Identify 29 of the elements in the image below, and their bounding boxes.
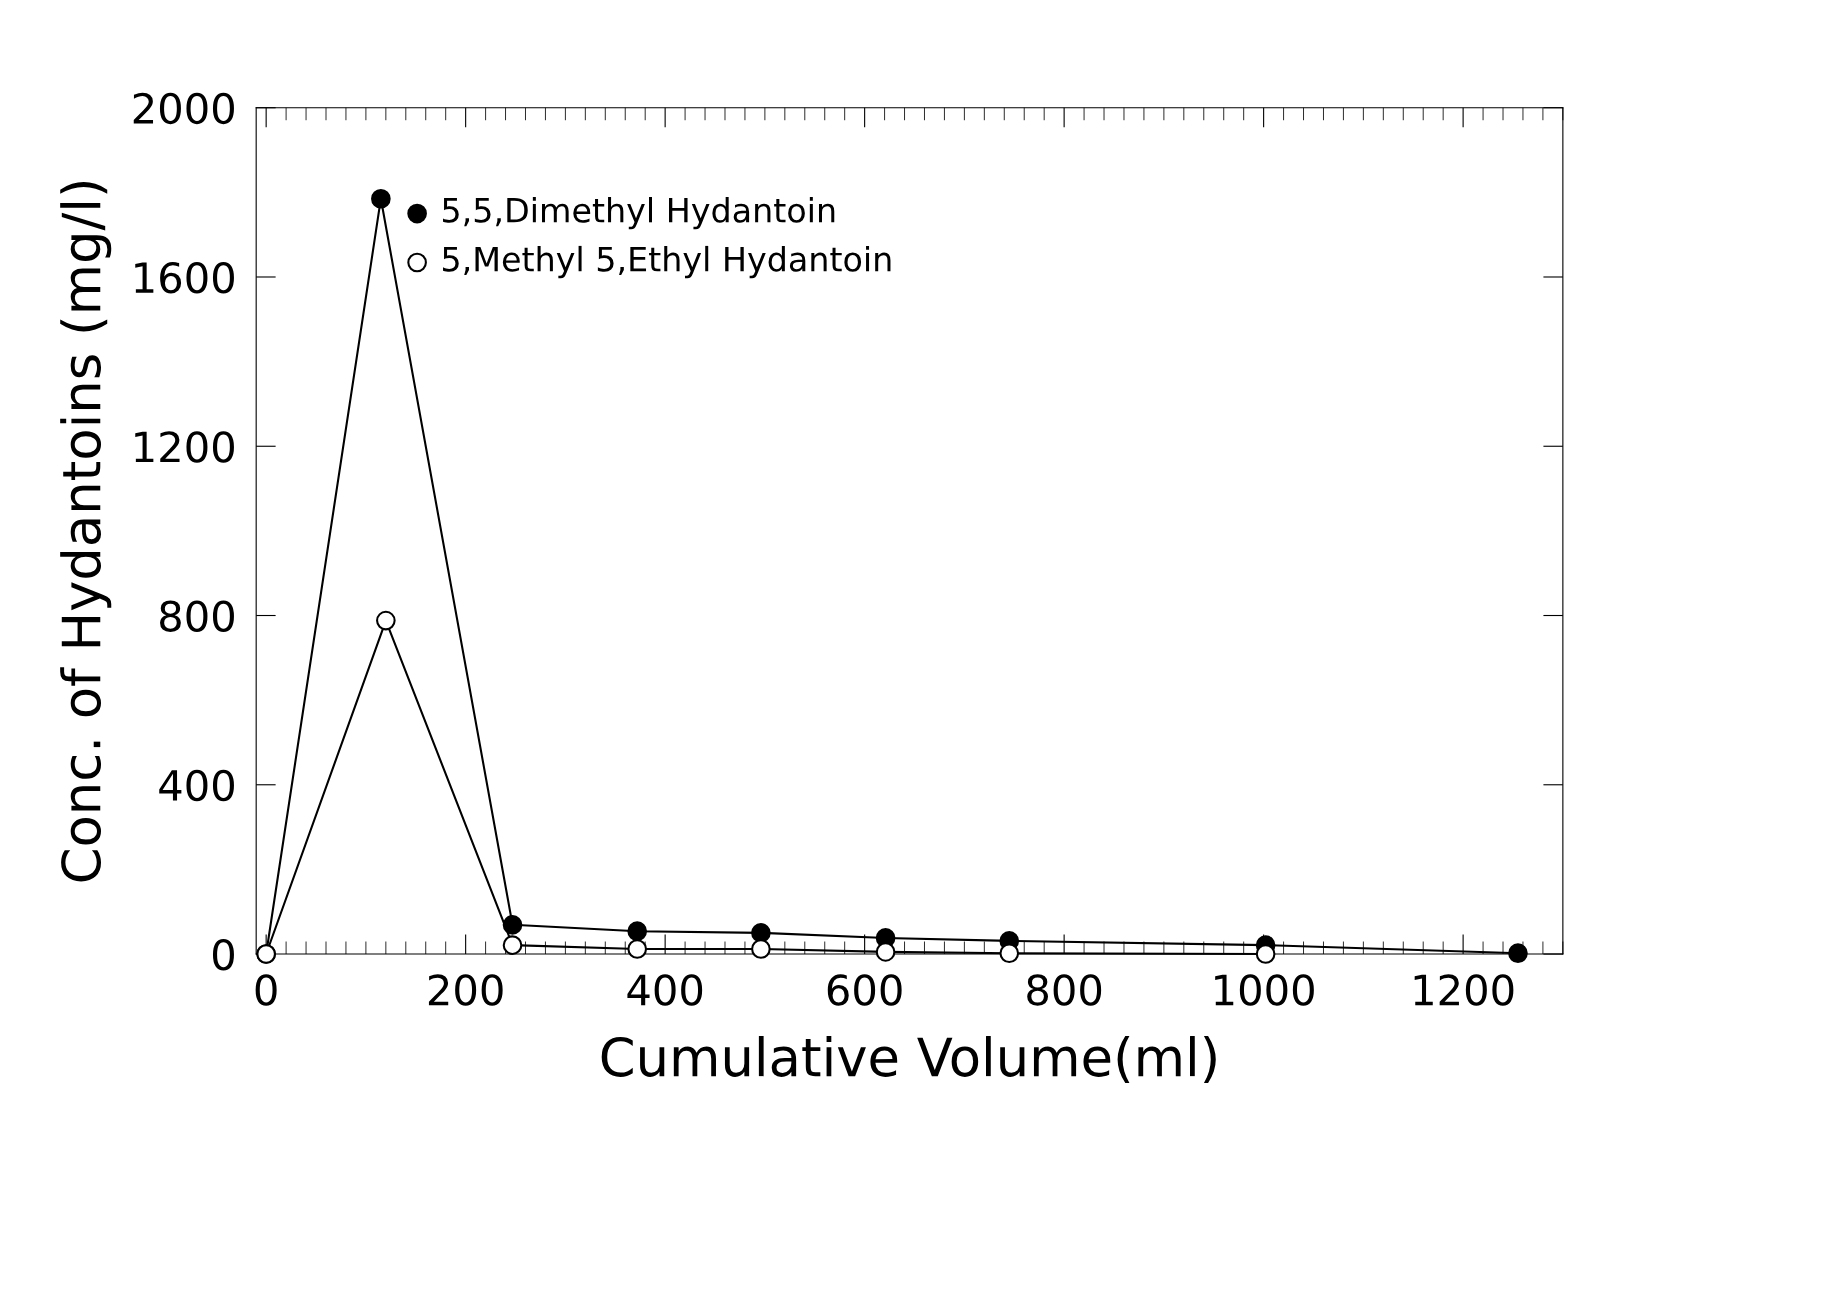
x-tick-label: 200 [428,974,503,1006]
point [751,923,771,943]
point [627,939,648,959]
y-tick-label: 1200 [135,431,234,463]
point [376,610,396,631]
x-axis-title: Cumulative Volume(ml) [601,1036,1216,1084]
legend-label: 5,5,Dimethyl Hydantoin [443,196,835,230]
y-tick-label: 2000 [133,92,234,125]
point [371,188,391,209]
point [1255,944,1276,964]
legend-label: 5,Methyl 5,Ethyl Hydantoin [443,245,891,279]
point [502,915,523,935]
point [502,935,523,955]
y-axis-title: Conc. of Hydantoins (mg/l) [60,181,112,882]
x-tick-label: 1000 [1215,974,1314,1006]
x-tick-label: 0 [255,974,277,1006]
point [751,939,771,959]
x-tick-label: 400 [627,974,703,1006]
point [627,921,648,941]
x-tick-label: 1200 [1414,974,1514,1006]
point [999,943,1020,964]
point [1508,943,1528,964]
y-tick-label: 800 [160,600,234,632]
x-tick-label: 800 [1027,974,1102,1006]
point [875,942,896,962]
y-tick-label: 1600 [135,261,234,294]
x-tick-label: 600 [827,974,902,1006]
y-tick-label: 0 [212,938,234,971]
y-tick-label: 400 [159,769,234,802]
